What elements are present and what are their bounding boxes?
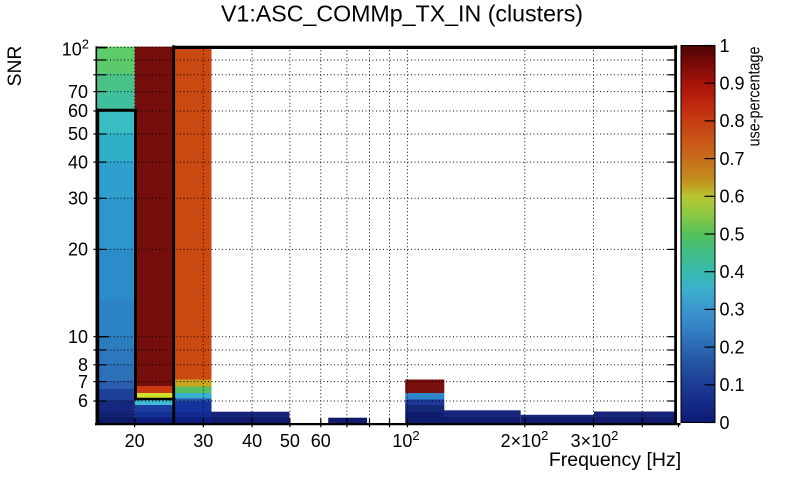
svg-text:60: 60	[68, 101, 88, 121]
svg-text:0.6: 0.6	[720, 187, 745, 207]
svg-text:0.3: 0.3	[720, 300, 745, 320]
svg-text:0.4: 0.4	[720, 262, 745, 282]
svg-text:20: 20	[68, 240, 88, 260]
svg-text:V1:ASC_COMMp_TX_IN (clusters): V1:ASC_COMMp_TX_IN (clusters)	[221, 1, 583, 27]
svg-text:30: 30	[68, 189, 88, 209]
svg-text:0: 0	[720, 413, 730, 433]
svg-text:10: 10	[68, 327, 88, 347]
svg-text:0.8: 0.8	[720, 111, 745, 131]
svg-text:2×102: 2×102	[501, 428, 549, 451]
svg-text:40: 40	[68, 152, 88, 172]
svg-text:70: 70	[68, 82, 88, 102]
svg-text:50: 50	[68, 124, 88, 144]
svg-text:60: 60	[311, 431, 331, 451]
svg-text:6: 6	[78, 391, 88, 411]
svg-text:0.2: 0.2	[720, 337, 745, 357]
svg-text:8: 8	[78, 355, 88, 375]
svg-text:0.5: 0.5	[720, 224, 745, 244]
svg-text:50: 50	[280, 431, 300, 451]
svg-text:SNR: SNR	[5, 46, 26, 87]
svg-text:40: 40	[242, 431, 262, 451]
svg-text:0.9: 0.9	[720, 74, 745, 94]
svg-text:0.1: 0.1	[720, 375, 745, 395]
svg-text:use-percentage: use-percentage	[745, 47, 764, 147]
svg-text:20: 20	[125, 431, 145, 451]
svg-text:30: 30	[193, 431, 213, 451]
svg-text:0.7: 0.7	[720, 149, 745, 169]
svg-text:7: 7	[78, 372, 88, 392]
svg-text:3×102: 3×102	[571, 428, 619, 451]
svg-text:Frequency [Hz]: Frequency [Hz]	[549, 449, 681, 471]
svg-text:1: 1	[720, 36, 730, 56]
